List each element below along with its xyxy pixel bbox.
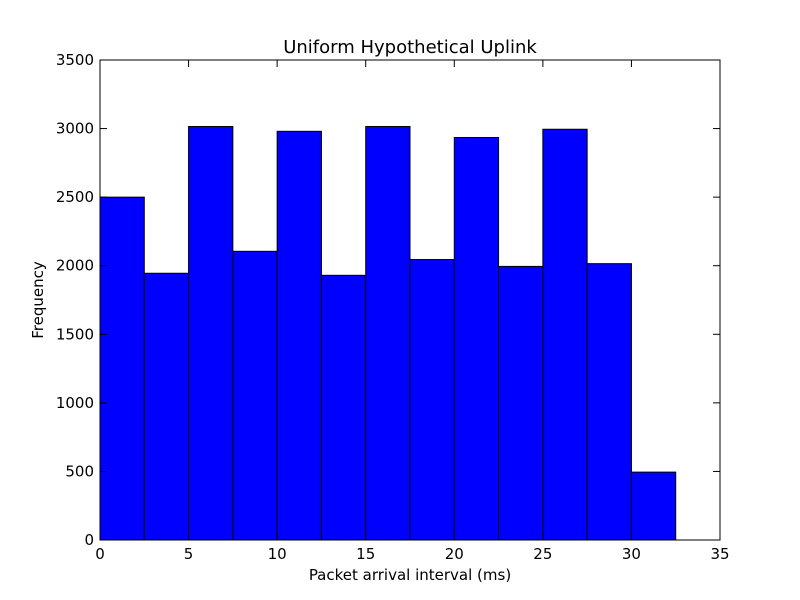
histogram-bar-6: [365, 126, 411, 541]
tick-labels-layer: 0 5 10 15 20 25 30 35 0 500 1000 1500 2000 2500 3000 35…: [56, 51, 730, 563]
y-tick-label: 1500: [56, 325, 94, 343]
histogram-bar-4: [276, 130, 322, 541]
y-axis-label: Frequency: [29, 261, 47, 339]
x-tick-label: 30: [622, 545, 641, 563]
histogram-bar-9: [498, 265, 544, 541]
chart-title: Uniform Hypothetical Uplink: [283, 37, 537, 58]
bars-layer: [99, 126, 677, 541]
histogram-bar-12: [630, 471, 677, 541]
y-tick-label: 2000: [56, 257, 94, 275]
histogram-bar-5: [320, 274, 367, 541]
y-tick-label: 1000: [56, 394, 94, 412]
histogram-bar-7: [409, 259, 455, 541]
x-tick-label: 0: [95, 545, 105, 563]
x-tick-label: 25: [533, 545, 552, 563]
x-tick-label: 35: [710, 545, 729, 563]
histogram-bar-2: [188, 126, 234, 541]
y-tick-label: 500: [65, 462, 94, 480]
histogram-bar-10: [542, 128, 588, 541]
y-tick-label: 3000: [56, 120, 94, 138]
histogram-bar-8: [453, 136, 500, 541]
y-tick-label: 2500: [56, 188, 94, 206]
histogram-bar-0: [99, 196, 145, 541]
x-axis-label: Packet arrival interval (ms): [309, 566, 511, 584]
x-tick-label: 5: [184, 545, 194, 563]
y-tick-label: 0: [84, 531, 94, 549]
histogram-bar-3: [232, 250, 278, 541]
x-tick-label: 10: [268, 545, 287, 563]
x-tick-label: 15: [356, 545, 375, 563]
x-tick-label: 20: [445, 545, 464, 563]
y-tick-label: 3500: [56, 51, 94, 69]
histogram-bar-1: [143, 272, 190, 541]
histogram-bar-11: [586, 263, 632, 541]
plot-frame: [99, 59, 721, 541]
